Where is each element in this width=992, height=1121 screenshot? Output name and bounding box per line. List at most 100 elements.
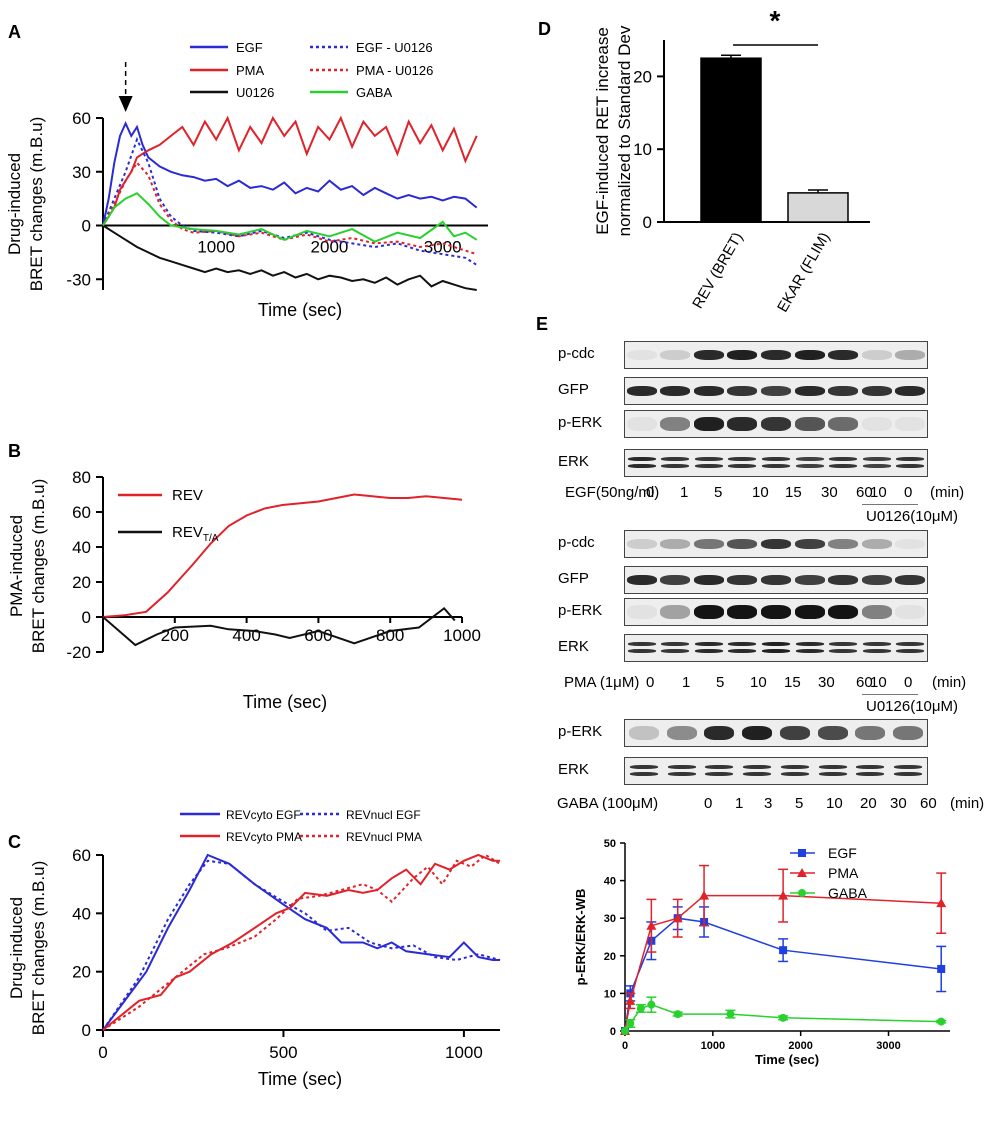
blot-band [861,574,892,586]
blot-strip-p-erk [624,410,928,438]
data-point-pma [646,920,657,930]
legend-label: PMA - U0126 [356,63,433,78]
blot-band [626,574,657,586]
blot-band [894,764,923,769]
y-tick-label: 20 [72,573,91,592]
y-tick-label: 0 [82,217,91,236]
blot-band [704,725,735,741]
lane-label: 10 [752,484,769,501]
blot-band [896,641,925,646]
blot-band [896,464,925,469]
blot-band [627,456,656,461]
blot-band [629,764,658,769]
blot-band [829,464,858,469]
lane-label: 30 [821,484,838,501]
y-tick-label: 30 [72,163,91,182]
blot-strip-gfp [624,566,928,594]
x-tick-label: 200 [161,626,189,645]
blot-band [828,385,859,397]
blot-band [829,649,858,654]
blot-band [728,641,757,646]
y-tick-label: 10 [604,988,616,1000]
blot-strip-p-erk [624,598,928,626]
blot-band [661,649,690,654]
lane-label: 0 [646,484,655,501]
legend-label-main: REV [172,524,203,541]
legend-label: PMA [236,63,265,78]
lane-label: 0 [646,674,655,691]
legend-label: REVnucl PMA [346,830,422,844]
legend-label: REVcyto PMA [226,830,302,844]
blot-band [828,604,859,620]
lane-label: 15 [785,484,802,501]
chart-a: 60 30 0 -30 1000 2000 3000 Time (sec) Drug-induc… [5,40,488,320]
chart-e-quant: 0 10 20 30 40 50 0 1000 2000 3000 Time (sec) p-ERK/… [573,838,950,1067]
blot-band [794,385,825,397]
blot-band [861,385,892,397]
blot-band [660,385,691,397]
panel-label-b: B [8,441,21,461]
legend-label: REVcyto EGF [226,808,301,822]
blot-band [661,464,690,469]
blot-band [693,574,724,586]
blot-band [794,574,825,586]
category-label: REV (BRET) [689,230,746,312]
blot-strip-erk [624,757,928,785]
data-point-gaba [779,1013,788,1022]
lane-label: 10 [870,674,887,691]
lane-label: 1 [682,674,691,691]
blot-band [861,349,892,361]
data-point-pma [699,890,710,900]
blot-band [705,764,734,769]
blot-band [694,456,723,461]
y-axis-label: BRET changes (m.B.u) [29,479,48,653]
inhibitor-bracket [862,694,918,695]
lane-label: 1 [680,484,689,501]
blot-strip-p-cdc [624,530,928,558]
panel-label-e: E [536,314,548,334]
lane-label: 0 [704,795,713,812]
y-tick-label: 30 [604,913,616,925]
blot-band [794,538,825,550]
blot-band [856,764,885,769]
blot-band [829,456,858,461]
inhibitor-label: U0126(10μM) [866,508,959,525]
y-tick-label: -20 [66,643,91,662]
blot-band [694,649,723,654]
legend-label-subscript: T/A [203,533,219,544]
y-tick-label: 0 [82,608,91,627]
blot-band [818,772,847,777]
y-tick-label: 80 [72,468,91,487]
blot-strip-erk [624,634,928,662]
blot-band [693,604,724,620]
blot-band [780,772,809,777]
blot-band [693,385,724,397]
x-axis-label: Time (sec) [258,300,342,320]
series-line-rev [102,493,463,618]
blot-row-label: ERK [558,761,589,778]
blot-band [727,604,758,620]
blot-band [828,574,859,586]
bar-0 [700,57,762,223]
y-axis-label: BRET changes (m.B.u) [29,861,48,1035]
legend-marker [798,889,806,897]
legend-label: REV [172,487,203,504]
x-tick-label: 1000 [443,626,481,645]
blot-band [762,456,790,461]
blot-band [626,385,657,397]
legend-label: EGF [236,40,263,55]
blot-band [705,772,734,777]
series-line-pma [102,115,478,227]
series-line-gaba [102,192,478,243]
blot-band [727,349,758,361]
legend-marker [798,849,806,857]
blot-band [667,772,696,777]
time-unit-label: (min) [950,795,985,812]
blot-band [779,725,810,741]
time-unit-label: (min) [932,674,967,691]
blot-band [761,574,791,586]
blot-band [818,764,847,769]
lane-label: 10 [870,484,887,501]
series-line-revcyto-egf [102,853,500,1031]
blot-band [761,349,791,361]
